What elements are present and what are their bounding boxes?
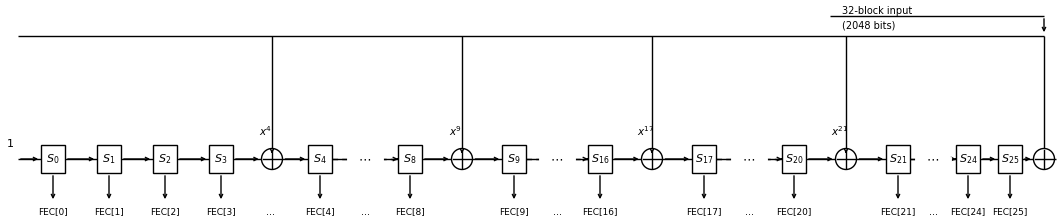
Bar xyxy=(782,145,806,173)
Text: $S_{3}$: $S_{3}$ xyxy=(215,152,227,166)
Text: $S_{0}$: $S_{0}$ xyxy=(47,152,59,166)
Text: ...: ... xyxy=(929,207,937,217)
Text: FEC[17]: FEC[17] xyxy=(687,207,722,216)
Text: $\cdots$: $\cdots$ xyxy=(927,152,940,166)
Text: FEC[0]: FEC[0] xyxy=(38,207,68,216)
Circle shape xyxy=(261,149,282,170)
Bar xyxy=(501,145,526,173)
Text: $\cdots$: $\cdots$ xyxy=(743,152,755,166)
Text: $S_{21}$: $S_{21}$ xyxy=(889,152,907,166)
Text: FEC[16]: FEC[16] xyxy=(582,207,618,216)
Text: 1: 1 xyxy=(6,139,14,149)
Text: $\cdots$: $\cdots$ xyxy=(359,152,371,166)
Text: $x^{21}$: $x^{21}$ xyxy=(832,125,849,139)
Text: FEC[21]: FEC[21] xyxy=(880,207,915,216)
Text: FEC[8]: FEC[8] xyxy=(395,207,425,216)
Text: $x^{9}$: $x^{9}$ xyxy=(450,125,462,139)
Bar xyxy=(41,145,65,173)
Circle shape xyxy=(452,149,473,170)
Bar xyxy=(398,145,422,173)
Text: FEC[20]: FEC[20] xyxy=(777,207,811,216)
Bar xyxy=(308,145,332,173)
Bar xyxy=(956,145,980,173)
Bar xyxy=(588,145,612,173)
Text: (2048 bits): (2048 bits) xyxy=(842,21,895,30)
Text: $S_{1}$: $S_{1}$ xyxy=(103,152,115,166)
Text: $S_{20}$: $S_{20}$ xyxy=(785,152,803,166)
Circle shape xyxy=(1034,149,1055,170)
Text: $S_{24}$: $S_{24}$ xyxy=(959,152,978,166)
Text: $\cdots$: $\cdots$ xyxy=(550,152,564,166)
Text: $S_{8}$: $S_{8}$ xyxy=(403,152,417,166)
Circle shape xyxy=(641,149,662,170)
Bar xyxy=(692,145,716,173)
Text: FEC[25]: FEC[25] xyxy=(992,207,1027,216)
Text: FEC[9]: FEC[9] xyxy=(499,207,529,216)
Bar xyxy=(998,145,1022,173)
Text: FEC[4]: FEC[4] xyxy=(305,207,334,216)
Bar xyxy=(886,145,910,173)
Text: $S_{4}$: $S_{4}$ xyxy=(313,152,327,166)
Text: FEC[2]: FEC[2] xyxy=(150,207,180,216)
Text: $S_{17}$: $S_{17}$ xyxy=(695,152,713,166)
Text: FEC[1]: FEC[1] xyxy=(94,207,124,216)
Text: 32-block input: 32-block input xyxy=(842,6,912,15)
Text: $S_{9}$: $S_{9}$ xyxy=(507,152,521,166)
Text: FEC[24]: FEC[24] xyxy=(950,207,986,216)
Bar xyxy=(209,145,233,173)
Text: ...: ... xyxy=(266,207,275,217)
Bar xyxy=(153,145,177,173)
Text: $S_{16}$: $S_{16}$ xyxy=(590,152,609,166)
Text: $S_{2}$: $S_{2}$ xyxy=(159,152,171,166)
Text: $x^{17}$: $x^{17}$ xyxy=(637,125,655,139)
Bar xyxy=(97,145,121,173)
Text: FEC[3]: FEC[3] xyxy=(206,207,236,216)
Text: ...: ... xyxy=(361,207,369,217)
Text: ...: ... xyxy=(745,207,753,217)
Text: $S_{25}$: $S_{25}$ xyxy=(1001,152,1019,166)
Text: $x^{4}$: $x^{4}$ xyxy=(259,125,273,139)
Circle shape xyxy=(836,149,857,170)
Text: ...: ... xyxy=(552,207,562,217)
